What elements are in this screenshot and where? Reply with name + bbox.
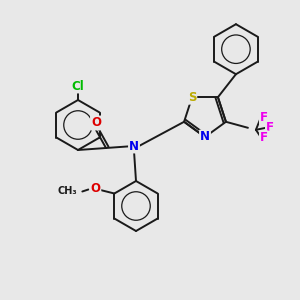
Text: F: F [260,131,268,144]
Text: F: F [260,111,268,124]
Text: O: O [90,182,100,195]
Text: S: S [188,91,196,104]
Text: CH₃: CH₃ [58,185,77,196]
Text: N: N [129,140,139,152]
Text: N: N [200,130,210,143]
Text: Cl: Cl [72,80,84,92]
Text: O: O [91,116,101,130]
Text: F: F [266,121,274,134]
